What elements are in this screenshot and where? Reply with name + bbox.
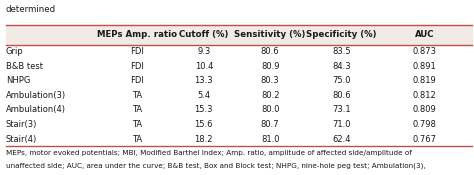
- Text: 84.3: 84.3: [332, 62, 351, 71]
- Text: 75.0: 75.0: [332, 76, 351, 85]
- Text: 73.1: 73.1: [332, 106, 351, 114]
- Text: 10.4: 10.4: [195, 62, 213, 71]
- Text: 0.873: 0.873: [412, 47, 436, 56]
- Text: TA: TA: [132, 120, 143, 129]
- Text: Ambulation(3): Ambulation(3): [6, 91, 66, 100]
- Text: Cutoff (%): Cutoff (%): [179, 30, 228, 39]
- Text: 18.2: 18.2: [194, 135, 213, 144]
- Text: FDI: FDI: [130, 62, 145, 71]
- Text: 80.0: 80.0: [261, 106, 280, 114]
- Text: 80.2: 80.2: [261, 91, 280, 100]
- Text: Sensitivity (%): Sensitivity (%): [235, 30, 306, 39]
- Text: 15.6: 15.6: [194, 120, 213, 129]
- Text: 0.767: 0.767: [412, 135, 436, 144]
- Text: 80.6: 80.6: [332, 91, 351, 100]
- Text: 80.3: 80.3: [261, 76, 280, 85]
- Bar: [6, 25, 472, 45]
- Text: B&B test: B&B test: [6, 62, 43, 71]
- Text: AUC: AUC: [414, 30, 434, 39]
- Text: 80.7: 80.7: [261, 120, 280, 129]
- Text: MEPs, motor evoked potentials; MBI, Modified Barthel Index; Amp. ratio, amplitud: MEPs, motor evoked potentials; MBI, Modi…: [6, 150, 411, 156]
- Text: 0.812: 0.812: [412, 91, 436, 100]
- Text: 0.809: 0.809: [412, 106, 436, 114]
- Text: 62.4: 62.4: [332, 135, 351, 144]
- Text: 83.5: 83.5: [332, 47, 351, 56]
- Text: Stair(3): Stair(3): [6, 120, 37, 129]
- Text: 71.0: 71.0: [332, 120, 351, 129]
- Text: unaffected side; AUC, area under the curve; B&B test, Box and Block test; NHPG, : unaffected side; AUC, area under the cur…: [6, 163, 425, 169]
- Text: TA: TA: [132, 135, 143, 144]
- Text: TA: TA: [132, 106, 143, 114]
- Text: MEPs Amp. ratio: MEPs Amp. ratio: [97, 30, 178, 39]
- Text: FDI: FDI: [130, 76, 145, 85]
- Text: 13.3: 13.3: [194, 76, 213, 85]
- Text: 9.3: 9.3: [197, 47, 210, 56]
- Text: TA: TA: [132, 91, 143, 100]
- Text: 80.6: 80.6: [261, 47, 280, 56]
- Text: 15.3: 15.3: [194, 106, 213, 114]
- Text: NHPG: NHPG: [6, 76, 30, 85]
- Text: 0.819: 0.819: [412, 76, 436, 85]
- Text: Stair(4): Stair(4): [6, 135, 37, 144]
- Text: determined: determined: [6, 5, 56, 14]
- Text: 0.891: 0.891: [412, 62, 436, 71]
- Text: Grip: Grip: [6, 47, 23, 56]
- Text: Specificity (%): Specificity (%): [306, 30, 376, 39]
- Text: 81.0: 81.0: [261, 135, 280, 144]
- Text: FDI: FDI: [130, 47, 145, 56]
- Text: Ambulation(4): Ambulation(4): [6, 106, 66, 114]
- Text: 0.798: 0.798: [412, 120, 436, 129]
- Text: 80.9: 80.9: [261, 62, 280, 71]
- Text: 5.4: 5.4: [197, 91, 210, 100]
